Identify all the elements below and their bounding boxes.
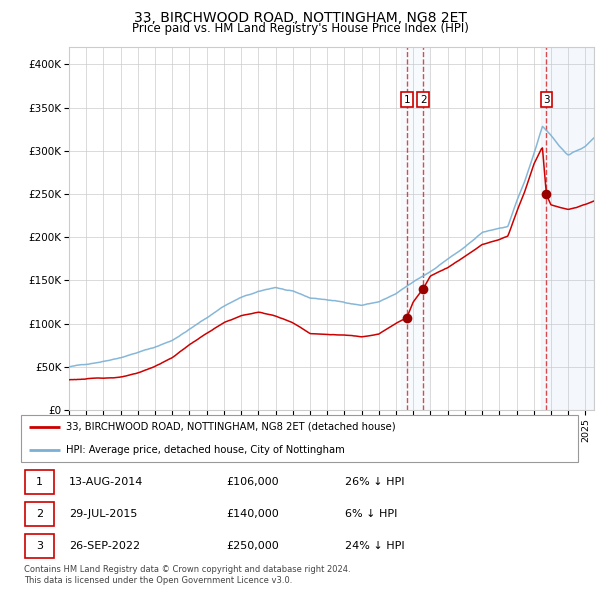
Text: £250,000: £250,000: [227, 540, 280, 550]
FancyBboxPatch shape: [25, 502, 54, 526]
Text: 13-AUG-2014: 13-AUG-2014: [69, 477, 143, 487]
Text: 1: 1: [36, 477, 43, 487]
Text: 29-JUL-2015: 29-JUL-2015: [69, 509, 137, 519]
FancyBboxPatch shape: [25, 470, 54, 494]
FancyBboxPatch shape: [25, 534, 54, 558]
Text: 33, BIRCHWOOD ROAD, NOTTINGHAM, NG8 2ET: 33, BIRCHWOOD ROAD, NOTTINGHAM, NG8 2ET: [134, 11, 466, 25]
Text: 3: 3: [543, 95, 550, 105]
Text: 33, BIRCHWOOD ROAD, NOTTINGHAM, NG8 2ET (detached house): 33, BIRCHWOOD ROAD, NOTTINGHAM, NG8 2ET …: [66, 421, 395, 431]
Text: 24% ↓ HPI: 24% ↓ HPI: [345, 540, 405, 550]
Text: 26% ↓ HPI: 26% ↓ HPI: [345, 477, 404, 487]
Text: 3: 3: [36, 540, 43, 550]
Text: 26-SEP-2022: 26-SEP-2022: [69, 540, 140, 550]
Text: Price paid vs. HM Land Registry's House Price Index (HPI): Price paid vs. HM Land Registry's House …: [131, 22, 469, 35]
FancyBboxPatch shape: [21, 415, 578, 461]
Text: 2: 2: [420, 95, 427, 105]
Text: £140,000: £140,000: [227, 509, 280, 519]
Text: 2: 2: [36, 509, 43, 519]
Text: 1: 1: [403, 95, 410, 105]
Bar: [541, 47, 594, 410]
Text: 6% ↓ HPI: 6% ↓ HPI: [345, 509, 397, 519]
Text: HPI: Average price, detached house, City of Nottingham: HPI: Average price, detached house, City…: [66, 445, 344, 455]
Bar: [401, 47, 429, 410]
Text: Contains HM Land Registry data © Crown copyright and database right 2024.
This d: Contains HM Land Registry data © Crown c…: [24, 565, 350, 585]
Text: £106,000: £106,000: [227, 477, 280, 487]
